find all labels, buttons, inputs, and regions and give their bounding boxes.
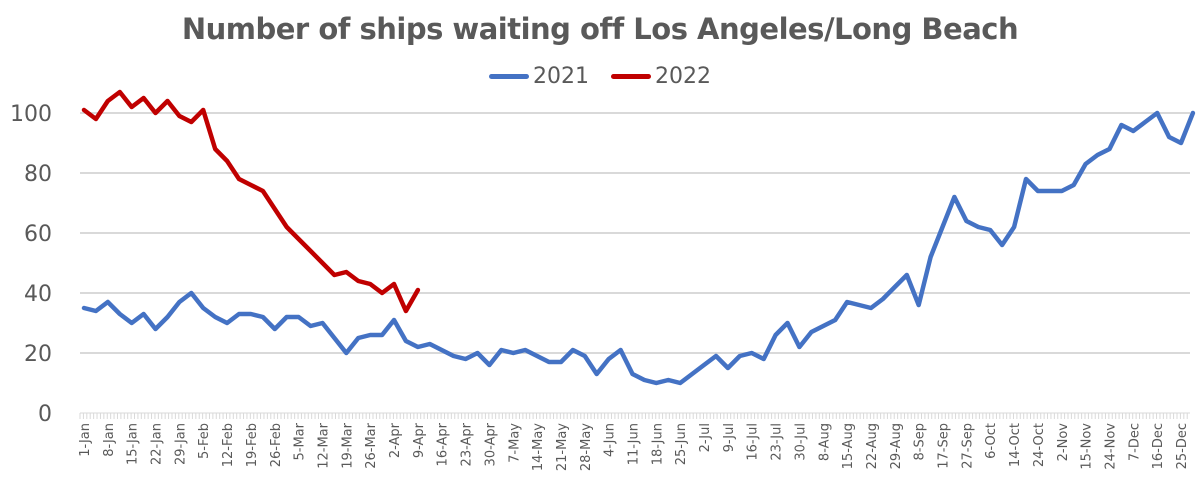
x-tick-label: 25-Dec [1175,423,1190,469]
x-tick-label: 16-Jul [746,423,761,461]
x-tick-label: 27-Sep [960,423,975,469]
x-tick-label: 9-Jul [722,423,737,452]
legend-swatch-2021 [489,74,529,79]
x-tick-label: 19-Mar [340,422,355,468]
x-tick-label: 29-Jan [173,423,188,465]
x-tick-label: 2-Jul [698,423,713,452]
x-tick-label: 14-Oct [1008,423,1023,467]
x-tick-label: 15-Nov [1080,423,1095,470]
x-tick-label: 29-Aug [889,423,904,469]
x-tick-label: 18-Jun [650,423,665,465]
x-tick-label: 7-May [507,423,522,463]
x-tick-label: 5-Mar [293,422,308,460]
x-tick-label: 5-Feb [197,423,212,459]
x-tick-label: 26-Feb [269,423,284,467]
chart-title: Number of ships waiting off Los Angeles/… [181,12,1019,46]
legend: 2021 2022 [0,64,1200,89]
x-tick-label: 23-Apr [460,422,475,466]
y-tick-label-80: 80 [24,162,52,187]
y-tick-label-20: 20 [24,342,52,367]
x-tick-label: 4-Jun [603,423,618,457]
x-tick-label: 30-Jul [793,423,808,461]
x-tick-label: 24-Nov [1103,423,1118,470]
x-tick-label: 8-Jan [102,423,117,457]
x-tick-label: 2-Nov [1056,423,1071,462]
x-tick-label: 12-Mar [316,422,331,468]
x-tick-label: 16-Dec [1151,423,1166,469]
y-tick-label-100: 100 [10,102,52,127]
x-tick-label: 23-Jul [770,423,785,461]
x-tick-label: 26-Mar [364,422,379,468]
legend-item-2021: 2021 [489,64,589,89]
x-tick-label: 11-Jun [627,423,642,465]
x-tick-label: 15-Jan [126,423,141,465]
x-tick-label: 8-Aug [817,423,832,461]
legend-item-2022: 2022 [611,64,711,89]
x-tick-label: 15-Aug [841,423,856,469]
x-tick-label: 22-Jan [150,423,165,465]
series-line-2022 [81,89,421,314]
x-tick-label: 30-Apr [483,422,498,466]
legend-swatch-2022 [611,74,651,79]
x-tick-label: 2-Apr [388,422,403,458]
x-tick-label: 9-Apr [412,422,427,458]
x-tick-label: 14-May [531,423,546,471]
x-tick-label: 12-Feb [221,423,236,467]
x-tick-label: 7-Dec [1127,423,1142,461]
x-tick-label: 25-Jun [674,423,689,465]
x-tick-label: 6-Oct [984,423,999,459]
x-tick-label: 19-Feb [245,423,260,467]
x-tick-label: 22-Aug [865,423,880,469]
x-tick-label: 21-May [555,423,570,471]
y-tick-label-60: 60 [24,222,52,247]
x-tick-label: 17-Sep [937,423,952,469]
x-tick-label: 28-May [579,423,594,471]
x-tick-label: 1-Jan [78,423,93,457]
x-tick-label: 8-Sep [913,423,928,460]
series-line-2021 [81,110,1196,386]
x-tick-label: 16-Apr [436,422,451,466]
x-tick-label: 24-Oct [1032,423,1047,467]
legend-label-2021: 2021 [533,64,589,89]
y-tick-label-0: 0 [38,402,52,427]
y-tick-label-40: 40 [24,282,52,307]
legend-label-2022: 2022 [655,64,711,89]
